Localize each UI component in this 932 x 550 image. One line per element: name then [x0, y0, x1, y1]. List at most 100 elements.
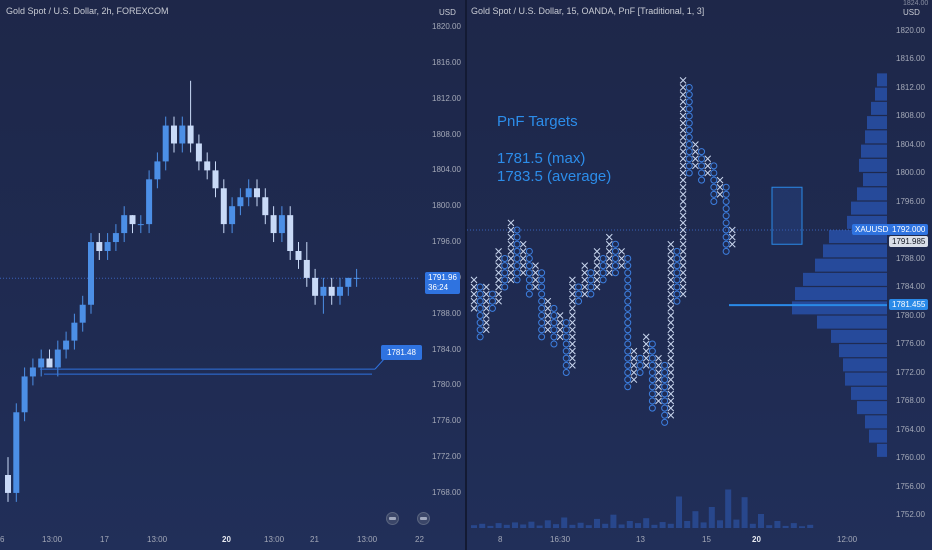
pnf-o-mark	[525, 283, 533, 291]
candlestick-chart[interactable]	[0, 0, 466, 550]
pnf-x-mark	[655, 354, 662, 362]
volume-bar	[610, 514, 617, 528]
pane-divider[interactable]	[465, 0, 467, 550]
pnf-x-mark	[667, 248, 675, 255]
volume-profile-bar	[843, 358, 887, 372]
volume-bar	[684, 521, 691, 528]
pnf-o-mark	[550, 319, 558, 327]
pnf-x-mark	[593, 262, 601, 269]
pnf-o-mark	[624, 369, 632, 376]
pnf-x-mark	[569, 340, 576, 348]
pnf-o-mark	[562, 347, 570, 355]
volume-profile-bar	[869, 429, 887, 443]
symbol-tag: XAUUSD	[852, 224, 892, 235]
pnf-o-mark	[685, 84, 693, 91]
pnf-o-mark	[624, 283, 632, 291]
pnf-o-mark	[648, 369, 656, 376]
candle-body	[104, 242, 111, 251]
pnf-x-mark	[679, 155, 687, 163]
left-chart-pane[interactable]: Gold Spot / U.S. Dollar, 2h, FOREXCOM US…	[0, 0, 466, 550]
volume-profile-bar	[851, 201, 887, 215]
right-price-tick: 1804.00	[896, 139, 925, 149]
pnf-o-mark	[624, 361, 632, 369]
pnf-o-mark	[476, 333, 484, 341]
pnf-o-mark	[624, 290, 632, 298]
pnf-o-mark	[513, 233, 521, 241]
pnf-o-mark	[575, 290, 583, 298]
candle-body	[262, 197, 269, 216]
pnf-x-mark	[507, 262, 515, 269]
pnf-o-mark	[648, 383, 656, 391]
pnf-o-mark	[673, 276, 681, 284]
pnf-o-mark	[722, 247, 730, 255]
pnf-o-mark	[525, 269, 533, 277]
right-time-tick: 16:30	[550, 535, 571, 544]
pnf-x-mark	[482, 297, 490, 305]
volume-bar	[733, 519, 740, 528]
pnf-o-mark	[624, 383, 632, 391]
right-price-tick: 1812.00	[896, 82, 925, 92]
right-chart-pane[interactable]: Gold Spot / U.S. Dollar, 15, OANDA, PnF …	[467, 0, 932, 550]
pnf-x-mark	[679, 183, 687, 191]
pnf-x-mark	[519, 262, 527, 269]
volume-bar	[790, 523, 797, 528]
pnf-o-mark	[685, 133, 693, 141]
pnf-x-mark	[667, 240, 675, 248]
pnf-x-mark	[679, 105, 687, 113]
chart-settings-icon[interactable]	[386, 512, 399, 525]
volume-profile-bar	[857, 401, 887, 415]
pnf-o-mark	[538, 276, 546, 284]
pnf-x-mark	[581, 269, 589, 277]
pnf-x-mark	[482, 312, 490, 319]
pnf-o-mark	[685, 126, 693, 134]
pnf-o-mark	[685, 112, 693, 120]
volume-bar	[528, 521, 535, 528]
pnf-x-mark	[667, 333, 675, 341]
volume-bar	[741, 497, 748, 528]
pnf-o-mark	[648, 404, 656, 412]
pnf-x-mark	[482, 326, 490, 334]
volume-profile-bar	[831, 329, 887, 343]
pnf-x-mark	[495, 262, 502, 269]
pnf-x-mark	[692, 141, 699, 148]
pnf-x-mark	[495, 283, 502, 291]
pnf-x-mark	[667, 305, 675, 312]
left-time-tick: 13:00	[147, 535, 168, 544]
right-price-tick: 1764.00	[896, 424, 925, 434]
chart-toggle-icon[interactable]	[417, 512, 430, 525]
candle-body	[328, 286, 335, 296]
candle-body	[63, 340, 70, 350]
volume-profile-bar	[851, 386, 887, 400]
volume-bar	[503, 524, 510, 528]
target-price-label[interactable]: 1781.48	[381, 345, 422, 360]
pnf-o-mark	[673, 262, 681, 270]
volume-profile-bar	[823, 244, 887, 258]
pnf-x-mark	[679, 134, 687, 141]
pnf-targets-heading: PnF Targets	[497, 113, 578, 130]
pnf-x-mark	[679, 248, 687, 255]
pnf-x-mark	[667, 347, 675, 355]
pnf-x-mark	[679, 191, 687, 198]
pnf-o-mark	[710, 162, 718, 170]
pnf-o-mark	[648, 361, 656, 369]
candle-body	[278, 215, 285, 234]
volume-bar	[602, 523, 609, 528]
left-time-tick: 21	[310, 535, 319, 544]
pnf-x-mark	[655, 376, 662, 383]
pnf-x-mark	[482, 290, 490, 298]
left-time-tick: 13:00	[264, 535, 285, 544]
pnf-x-mark	[679, 169, 687, 177]
pnf-o-mark	[501, 255, 509, 262]
pnf-x-mark	[495, 255, 502, 262]
pnf-chart[interactable]	[467, 0, 932, 550]
right-time-tick: 13	[636, 535, 645, 544]
pnf-x-mark	[667, 312, 675, 319]
pnf-o-mark	[476, 304, 484, 312]
pnf-o-mark	[587, 276, 595, 284]
left-price-tick: 1772.00	[432, 452, 461, 462]
pnf-x-mark	[532, 283, 539, 291]
pnf-x-mark	[716, 191, 724, 198]
pnf-o-mark	[685, 162, 693, 170]
candle-body	[204, 161, 211, 171]
pnf-target-max: 1781.5 (max)	[497, 150, 586, 167]
